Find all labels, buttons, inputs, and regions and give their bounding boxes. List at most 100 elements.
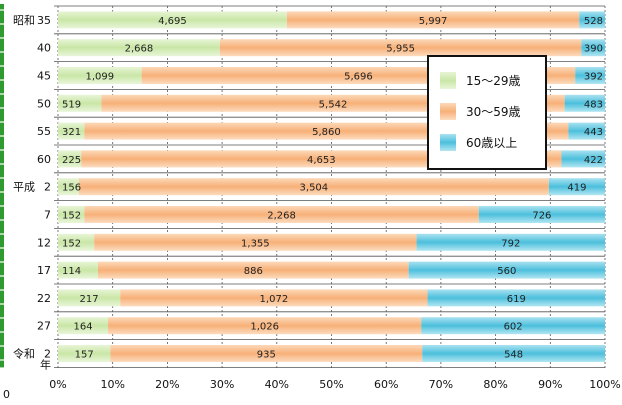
x-tick-label: 90% — [538, 378, 562, 391]
left-edge-bar — [0, 4, 4, 368]
value-label: 1,355 — [241, 238, 270, 249]
value-label: 5,696 — [344, 72, 373, 83]
bar-senior — [575, 67, 605, 84]
year-label: 27 — [37, 320, 51, 333]
year-label: 12 — [37, 236, 51, 249]
value-label: 152 — [62, 211, 81, 222]
bar-senior — [568, 122, 605, 140]
value-label: 5,955 — [386, 44, 415, 55]
bar-youth — [58, 233, 95, 251]
value-label: 483 — [584, 99, 603, 110]
bar-senior — [422, 345, 605, 362]
era-label: 令和 — [13, 347, 35, 361]
bar-youth — [58, 39, 220, 57]
bar-middle — [120, 289, 428, 307]
year-label: 17 — [37, 264, 51, 277]
value-label: 548 — [504, 350, 523, 361]
x-tick-label: 80% — [483, 378, 507, 391]
bar-senior — [579, 11, 605, 29]
value-label: 443 — [584, 127, 603, 138]
value-label: 5,542 — [319, 99, 348, 110]
x-tick-label: 10% — [100, 378, 124, 391]
bar-youth — [58, 122, 85, 140]
x-tick-label: 40% — [265, 378, 289, 391]
bar-youth — [58, 94, 102, 112]
value-label: 321 — [62, 127, 81, 138]
value-label: 422 — [584, 155, 603, 166]
x-tick-label: 100% — [589, 378, 620, 391]
bar-senior — [561, 150, 605, 168]
value-label: 619 — [507, 294, 526, 305]
x-tick-label: 20% — [155, 378, 179, 391]
year-label: 2 — [44, 348, 51, 361]
value-label: 2,268 — [267, 211, 296, 222]
value-label: 390 — [584, 44, 603, 55]
bar-senior — [564, 94, 605, 112]
legend-label: 60歳以上 — [466, 136, 517, 150]
bar-youth — [58, 11, 287, 29]
legend-swatch — [440, 72, 456, 89]
value-label: 225 — [62, 155, 81, 166]
year-label: 40 — [37, 42, 51, 55]
value-label: 152 — [62, 238, 81, 249]
bar-senior — [421, 317, 605, 335]
bar-middle — [110, 345, 423, 362]
bar-youth — [58, 261, 98, 279]
value-labels: 4,695 5,997 528 2,668 5,955 390 1,099 5,696 392 5… — [62, 16, 603, 361]
bar-middle — [286, 11, 580, 29]
value-label: 1,072 — [260, 294, 289, 305]
value-label: 164 — [73, 322, 92, 333]
x-axis-ticks: 0% 10% 20% 30% 40% 50% 60% 70% 80% 90% 100% — [49, 378, 620, 391]
year-label: 7 — [44, 209, 51, 222]
value-label: 1,026 — [250, 322, 279, 333]
value-label: 217 — [80, 294, 99, 305]
bar-middle — [97, 261, 409, 279]
bar-senior — [548, 178, 605, 196]
x-tick-label: 30% — [210, 378, 234, 391]
bar-youth — [58, 345, 111, 362]
era-label: 昭和 — [13, 14, 35, 27]
bar-middle — [78, 178, 549, 196]
year-label: 35 — [37, 14, 51, 27]
year-label: 60 — [37, 153, 51, 166]
x-tick-label: 0% — [49, 378, 66, 391]
legend-label: 15～29歳 — [466, 74, 521, 88]
bars — [58, 11, 605, 362]
year-label: 50 — [37, 97, 51, 110]
value-label: 114 — [62, 266, 81, 277]
bar-youth — [58, 317, 109, 335]
year-suffix-label: 年 — [40, 358, 51, 372]
legend: 15～29歳 30～59歳 60歳以上 — [427, 55, 547, 170]
bar-youth — [58, 178, 79, 196]
bar-middle — [108, 317, 422, 335]
x-tick-label: 70% — [429, 378, 453, 391]
left-edge-label: 0 — [3, 388, 10, 401]
value-label: 4,695 — [158, 16, 187, 27]
value-label: 5,997 — [419, 16, 448, 27]
bar-middle — [84, 206, 479, 223]
year-label: 45 — [37, 70, 51, 83]
bar-senior — [478, 206, 605, 223]
value-label: 792 — [501, 238, 520, 249]
value-label: 3,504 — [300, 183, 329, 194]
value-label: 419 — [567, 183, 586, 194]
value-label: 1,099 — [86, 72, 115, 83]
value-label: 519 — [62, 99, 81, 110]
bar-senior — [416, 233, 605, 251]
value-label: 726 — [532, 211, 551, 222]
bar-senior — [408, 261, 605, 279]
legend-label: 30～59歳 — [466, 105, 521, 119]
value-label: 602 — [504, 322, 523, 333]
x-tick-label: 50% — [319, 378, 343, 391]
bar-senior — [581, 39, 605, 57]
value-label: 5,860 — [312, 127, 341, 138]
value-label: 886 — [244, 266, 263, 277]
bar-middle — [219, 39, 582, 57]
bar-middle — [94, 233, 417, 251]
bar-senior — [427, 289, 605, 307]
year-label: 22 — [37, 292, 51, 305]
bar-youth — [58, 67, 142, 84]
value-label: 2,668 — [125, 44, 154, 55]
